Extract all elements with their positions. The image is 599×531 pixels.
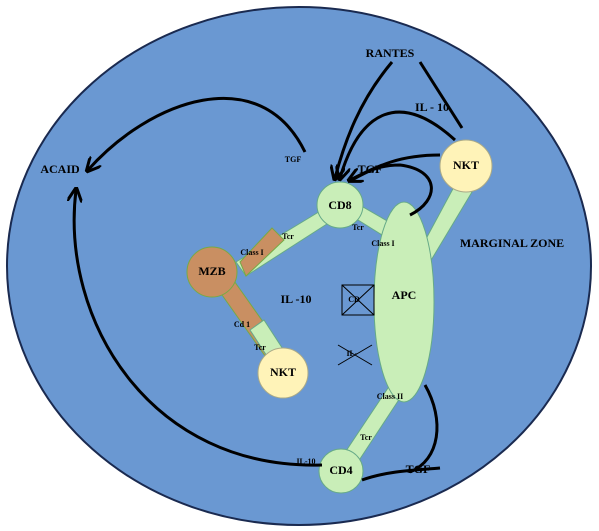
arrow — [351, 163, 433, 217]
label: CD — [348, 295, 360, 304]
label: IL - 10 — [415, 100, 449, 114]
receptor-label: Class II — [377, 392, 403, 401]
label: RANTES — [366, 46, 415, 60]
label: TGF — [358, 162, 383, 176]
label: TGF — [285, 155, 302, 164]
receptor-label: Tcr — [254, 343, 266, 352]
receptor-label: Cd 1 — [234, 320, 250, 329]
arrow — [409, 384, 439, 474]
label: IL-10 — [296, 457, 315, 466]
receptor-label: Class I — [240, 248, 263, 257]
receptor-label: Class I — [371, 239, 394, 248]
crossed-box — [341, 284, 375, 316]
arrow — [88, 97, 307, 170]
label: TGF — [406, 462, 431, 476]
label: MARGINAL ZONE — [460, 236, 564, 250]
receptor-label: Tcr — [360, 433, 372, 442]
node-label: CD8 — [328, 198, 351, 212]
receptor-label: Tcr — [352, 223, 364, 232]
arrow — [361, 466, 441, 482]
cell — [257, 347, 309, 399]
label: ACAID — [40, 162, 80, 176]
cell — [439, 139, 493, 193]
marginal-zone-area — [6, 6, 592, 526]
receptor-label: Tcr — [282, 232, 294, 241]
cell — [318, 448, 364, 494]
arrow — [340, 110, 457, 178]
node-label: MZB — [198, 264, 225, 278]
arrow — [418, 61, 464, 129]
cell — [186, 246, 238, 298]
label: IL- — [346, 349, 357, 358]
label: IL -10 — [280, 292, 311, 306]
cell — [373, 201, 435, 403]
cross — [337, 284, 375, 366]
node-label: NKT — [270, 365, 296, 379]
node-label: CD4 — [329, 463, 352, 477]
node-label: APC — [392, 288, 417, 302]
arrow — [74, 190, 323, 467]
node-label: NKT — [453, 158, 479, 172]
arm — [239, 227, 285, 277]
